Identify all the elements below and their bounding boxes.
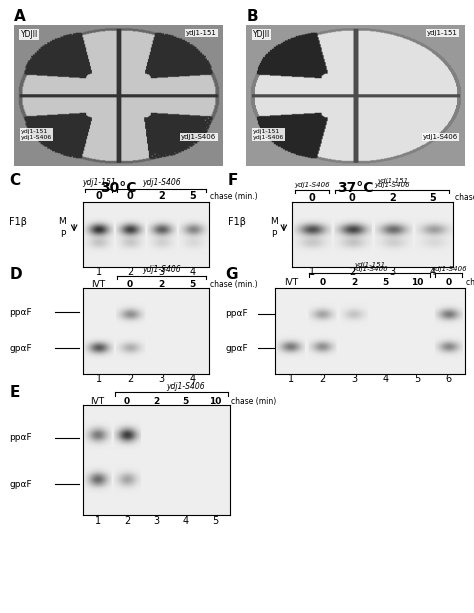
Text: F1β: F1β <box>9 216 27 227</box>
Text: 1: 1 <box>288 375 294 384</box>
Text: 2: 2 <box>351 278 357 287</box>
Text: 5: 5 <box>190 280 196 289</box>
Text: IVT: IVT <box>91 280 106 289</box>
Text: ydj1-S406: ydj1-S406 <box>431 266 466 272</box>
Text: 5: 5 <box>414 375 420 384</box>
Text: IVT: IVT <box>91 397 105 406</box>
Text: 0: 0 <box>308 192 315 202</box>
Text: 4: 4 <box>190 267 196 276</box>
Text: 3: 3 <box>158 267 164 276</box>
Text: YDJII: YDJII <box>253 30 270 39</box>
Text: ydj1-151
ydj1-S406: ydj1-151 ydj1-S406 <box>253 129 284 140</box>
Text: ppαF: ppαF <box>225 310 248 318</box>
Text: A: A <box>14 9 26 25</box>
Text: P: P <box>60 230 65 239</box>
Text: 30°C: 30°C <box>100 181 137 195</box>
Text: 4: 4 <box>383 375 389 384</box>
Text: 3: 3 <box>158 375 164 384</box>
Text: 4: 4 <box>183 516 189 526</box>
Text: YDJII: YDJII <box>20 30 38 39</box>
Text: 1: 1 <box>96 375 102 384</box>
Text: ydj1-S406: ydj1-S406 <box>374 183 410 188</box>
Text: gpαF: gpαF <box>9 479 32 489</box>
Text: ydj1-151: ydj1-151 <box>186 30 217 36</box>
Text: 5: 5 <box>190 191 196 201</box>
Text: 3: 3 <box>389 267 395 276</box>
Text: 5: 5 <box>383 278 389 287</box>
Text: C: C <box>9 173 20 188</box>
Text: ydj1-S406: ydj1-S406 <box>294 183 329 188</box>
Text: F1β: F1β <box>228 216 246 227</box>
Text: 0: 0 <box>124 397 130 406</box>
Text: ydj1-S406: ydj1-S406 <box>142 265 181 274</box>
Text: F: F <box>228 173 238 188</box>
Text: chase (min): chase (min) <box>231 397 277 406</box>
Text: E: E <box>9 385 20 400</box>
Text: 1: 1 <box>95 516 100 526</box>
Text: G: G <box>225 267 237 282</box>
Text: 0: 0 <box>95 191 102 201</box>
Text: ydj1-151: ydj1-151 <box>82 178 116 188</box>
Text: 4: 4 <box>429 267 436 276</box>
Text: 2: 2 <box>158 191 165 201</box>
Text: 37°C: 37°C <box>337 181 374 195</box>
Text: 2: 2 <box>124 516 130 526</box>
Text: 5: 5 <box>182 397 189 406</box>
Text: 0: 0 <box>319 278 325 287</box>
Text: ydj1-S406: ydj1-S406 <box>142 178 181 188</box>
Text: 0: 0 <box>127 191 133 201</box>
Text: 3: 3 <box>351 375 357 384</box>
Text: ydj1-151
ydj1-S406: ydj1-151 ydj1-S406 <box>20 129 52 140</box>
Text: chase (min.): chase (min.) <box>210 192 258 200</box>
Text: IVT: IVT <box>283 278 298 287</box>
Text: ydj1-S406: ydj1-S406 <box>166 382 205 390</box>
Text: chase (min.): chase (min.) <box>210 280 258 289</box>
Text: M: M <box>58 217 66 226</box>
Text: 0: 0 <box>127 280 133 289</box>
Text: 2: 2 <box>153 397 160 406</box>
Text: 1: 1 <box>309 267 315 276</box>
Text: 2: 2 <box>349 267 355 276</box>
Text: 5: 5 <box>212 516 219 526</box>
Text: ydj1-151: ydj1-151 <box>427 30 458 36</box>
Text: chase (min): chase (min) <box>466 278 474 287</box>
Text: gpαF: gpαF <box>9 344 32 352</box>
Text: ydj1-S406: ydj1-S406 <box>181 134 217 140</box>
Text: 10: 10 <box>209 397 221 406</box>
Text: ydj1-151: ydj1-151 <box>377 178 408 184</box>
Text: 2: 2 <box>158 280 164 289</box>
Text: ppαF: ppαF <box>9 433 32 442</box>
Text: 2: 2 <box>127 375 133 384</box>
Text: 10: 10 <box>411 278 423 287</box>
Text: M: M <box>270 217 277 226</box>
Text: 2: 2 <box>389 192 396 202</box>
Text: chase (min.): chase (min.) <box>455 193 474 202</box>
Text: D: D <box>9 267 22 282</box>
Text: gpαF: gpαF <box>225 344 248 352</box>
Text: 2: 2 <box>319 375 326 384</box>
Text: 0: 0 <box>446 278 452 287</box>
Text: ydj1-151: ydj1-151 <box>354 262 385 268</box>
Text: ydj1-S406: ydj1-S406 <box>423 134 458 140</box>
Text: ppαF: ppαF <box>9 308 32 317</box>
Text: 2: 2 <box>127 267 133 276</box>
Text: 1: 1 <box>96 267 102 276</box>
Text: P: P <box>271 230 276 239</box>
Text: 5: 5 <box>429 192 436 202</box>
Text: 4: 4 <box>190 375 196 384</box>
Text: B: B <box>246 9 258 25</box>
Text: 3: 3 <box>154 516 159 526</box>
Text: ydj1-S406: ydj1-S406 <box>352 266 388 272</box>
Text: 0: 0 <box>348 192 356 202</box>
Text: 6: 6 <box>446 375 452 384</box>
